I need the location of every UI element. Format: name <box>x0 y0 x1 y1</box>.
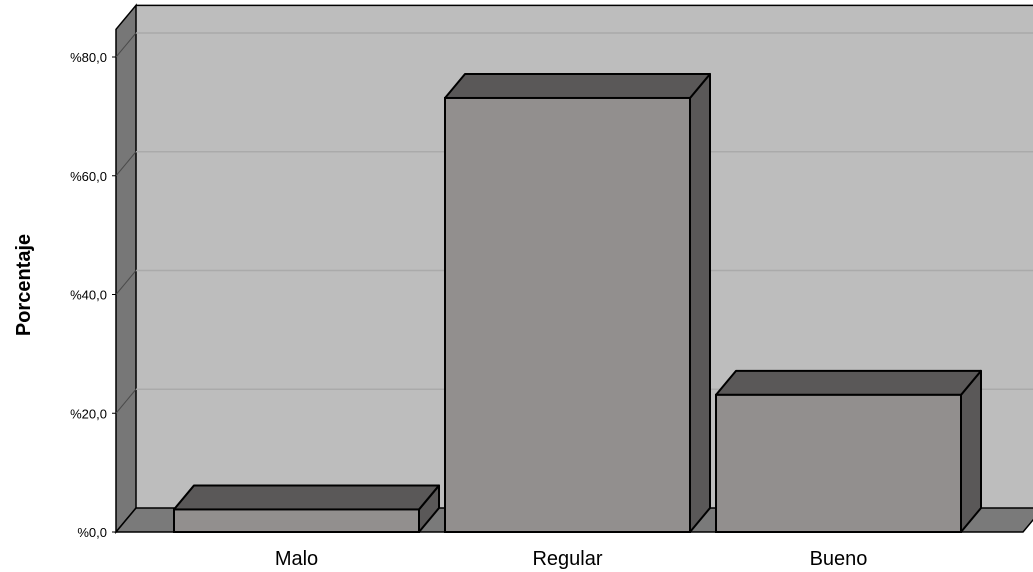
gridline-side <box>115 388 137 414</box>
gridline-side <box>115 32 137 58</box>
bar-side <box>689 72 711 533</box>
bar <box>444 72 711 533</box>
y-tick-label: %80,0 <box>70 50 107 65</box>
bar-side <box>960 369 982 533</box>
y-tick-label: %20,0 <box>70 406 107 421</box>
x-axis-labels: Malo Regular Bueno <box>275 548 868 570</box>
y-tick-label: %60,0 <box>70 169 107 184</box>
y-axis-ticks: %0,0 %20,0 %40,0 %60,0 %80,0 <box>70 50 116 540</box>
bar <box>715 369 982 533</box>
x-tick-label: Bueno <box>810 548 868 570</box>
bar-top <box>715 369 982 396</box>
bar-front <box>715 393 962 533</box>
x-tick-label: Malo <box>275 548 318 570</box>
bar-front <box>444 96 691 533</box>
bar <box>173 484 440 533</box>
gridline-side <box>115 151 137 177</box>
y-tick-label: %0,0 <box>77 525 107 540</box>
bars <box>173 72 982 533</box>
y-tick-label: %40,0 <box>70 288 107 303</box>
y-axis-title: Porcentaje <box>13 234 35 336</box>
side-wall <box>115 3 137 535</box>
bar-top <box>173 484 440 511</box>
bar-front <box>173 508 420 533</box>
x-tick-label: Regular <box>532 548 602 570</box>
gridline-side <box>115 270 137 295</box>
bar-top <box>444 72 711 99</box>
